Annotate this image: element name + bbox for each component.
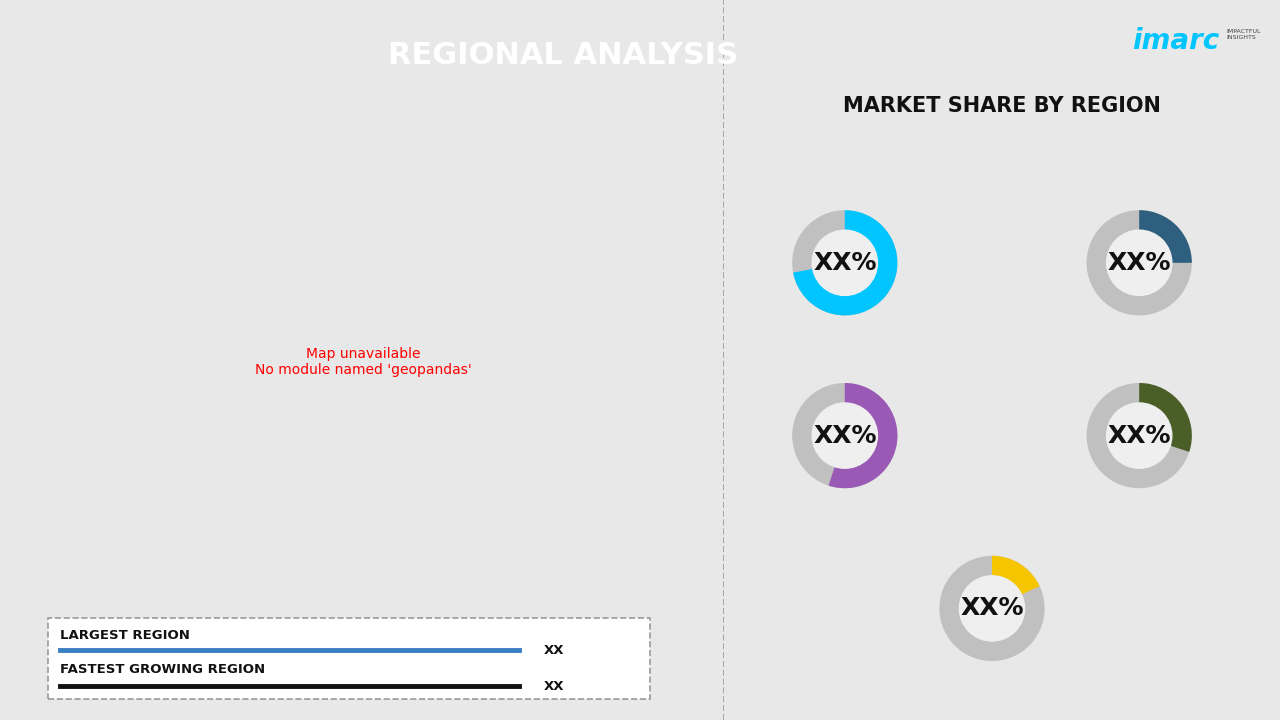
Text: XX%: XX% (813, 423, 877, 448)
Wedge shape (828, 383, 897, 488)
Wedge shape (792, 383, 897, 488)
Text: LARGEST REGION: LARGEST REGION (60, 629, 189, 642)
Text: XX%: XX% (813, 251, 877, 275)
Text: XX%: XX% (960, 596, 1024, 621)
Text: IMPACTFUL
INSIGHTS: IMPACTFUL INSIGHTS (1226, 29, 1261, 40)
Wedge shape (1139, 383, 1192, 452)
Wedge shape (794, 210, 897, 315)
Text: XX: XX (543, 644, 564, 657)
Wedge shape (1087, 210, 1192, 315)
Circle shape (960, 576, 1024, 641)
Wedge shape (1139, 210, 1192, 263)
FancyBboxPatch shape (47, 618, 650, 699)
Text: Map unavailable
No module named 'geopandas': Map unavailable No module named 'geopand… (255, 347, 471, 377)
Text: XX%: XX% (1107, 423, 1171, 448)
Wedge shape (992, 556, 1039, 595)
Text: FASTEST GROWING REGION: FASTEST GROWING REGION (60, 662, 265, 675)
Text: MARKET SHARE BY REGION: MARKET SHARE BY REGION (842, 96, 1161, 116)
Text: XX%: XX% (1107, 251, 1171, 275)
Circle shape (813, 403, 877, 468)
Wedge shape (1087, 383, 1192, 488)
Circle shape (1107, 230, 1171, 295)
Wedge shape (940, 556, 1044, 661)
Circle shape (813, 230, 877, 295)
Wedge shape (792, 210, 897, 315)
Text: XX: XX (543, 680, 564, 693)
Text: imarc: imarc (1132, 27, 1219, 55)
Text: REGIONAL ANALYSIS: REGIONAL ANALYSIS (388, 41, 739, 71)
Circle shape (1107, 403, 1171, 468)
